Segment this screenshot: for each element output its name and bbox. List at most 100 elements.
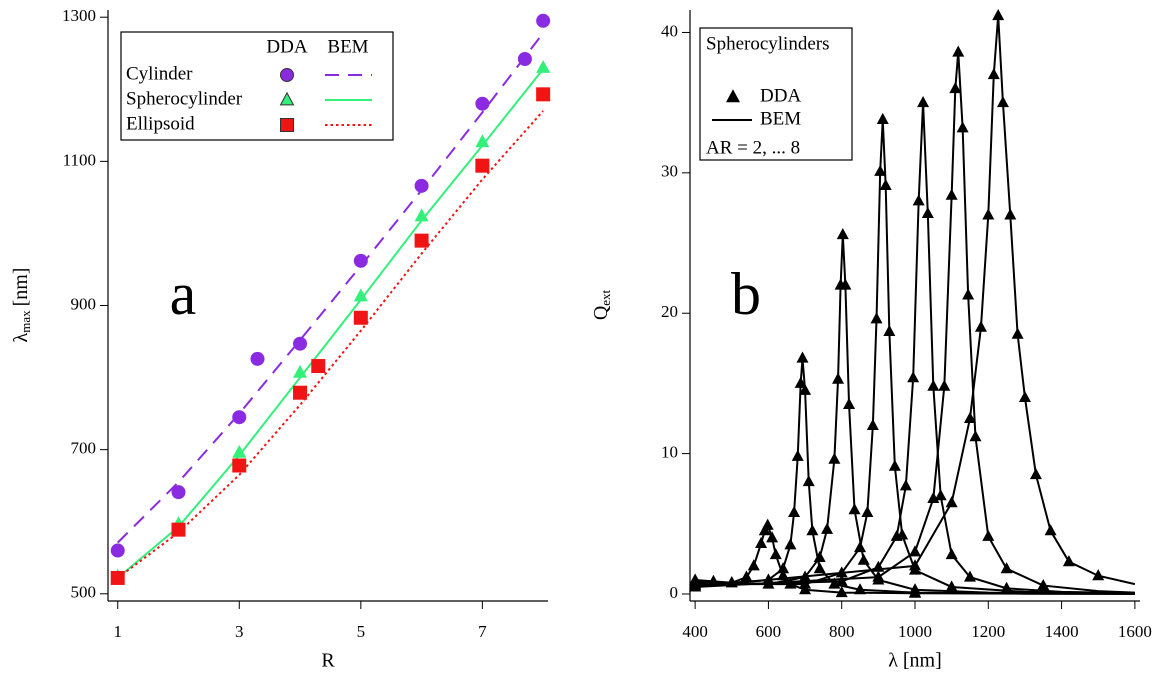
dda-point bbox=[843, 397, 856, 409]
x-axis-label: R bbox=[321, 650, 335, 672]
x-tick-label: 7 bbox=[478, 622, 487, 641]
dda-point bbox=[996, 96, 1009, 108]
bem-line bbox=[695, 52, 1135, 594]
bem-line bbox=[695, 119, 1135, 595]
dda-point bbox=[987, 67, 1000, 80]
y-tick-label: 30 bbox=[661, 162, 678, 181]
dda-point bbox=[963, 411, 976, 424]
x-tick-label: 400 bbox=[682, 622, 708, 641]
dda-point bbox=[414, 178, 429, 193]
dda-point bbox=[982, 529, 995, 541]
dda-point bbox=[536, 13, 551, 28]
dda-point bbox=[777, 562, 790, 574]
dda-point bbox=[293, 336, 308, 351]
dda-point bbox=[883, 324, 896, 336]
dda-point bbox=[969, 430, 982, 442]
dda-point bbox=[353, 253, 368, 268]
dda-point bbox=[874, 164, 887, 176]
dda-point bbox=[1011, 327, 1024, 339]
y-label-unit: [nm] bbox=[10, 268, 32, 307]
dda-point bbox=[689, 580, 702, 592]
panel-label: b bbox=[731, 261, 761, 327]
dda-point bbox=[232, 410, 247, 425]
dda-point bbox=[769, 548, 782, 560]
dda-point bbox=[353, 288, 368, 302]
legend-marker bbox=[726, 89, 740, 103]
dda-point bbox=[848, 503, 861, 515]
dda-point bbox=[835, 574, 848, 586]
bem-line bbox=[117, 32, 544, 544]
dda-point bbox=[952, 45, 965, 57]
dda-point bbox=[839, 278, 852, 290]
y-label-sub: max bbox=[18, 310, 33, 333]
dda-point bbox=[813, 550, 826, 562]
legend-label: Ellipsoid bbox=[126, 113, 195, 134]
y-label-symbol: λ bbox=[10, 332, 32, 342]
y-axis-label: λmax [nm] bbox=[10, 268, 33, 343]
legend-marker bbox=[280, 118, 294, 132]
dda-point bbox=[788, 505, 801, 518]
dda-point bbox=[835, 566, 848, 578]
dda-point bbox=[171, 485, 186, 500]
dda-point bbox=[796, 351, 809, 363]
dda-point bbox=[1000, 581, 1013, 593]
dda-point bbox=[1029, 468, 1042, 480]
dda-point bbox=[945, 548, 958, 560]
dda-point bbox=[536, 59, 551, 73]
dda-point bbox=[992, 9, 1005, 21]
dda-point bbox=[872, 570, 885, 582]
dda-point bbox=[879, 178, 892, 190]
legend-header: DDA bbox=[266, 36, 307, 57]
legend-box bbox=[120, 31, 394, 141]
y-label-sub: ext bbox=[598, 289, 613, 305]
dda-point bbox=[927, 379, 940, 391]
legend-label: Spherocylinder bbox=[126, 88, 243, 109]
dda-point bbox=[536, 87, 551, 102]
dda-point bbox=[821, 522, 834, 534]
dda-point bbox=[912, 194, 925, 206]
dda-point bbox=[232, 444, 247, 458]
dda-point bbox=[353, 310, 368, 325]
dda-point bbox=[945, 580, 958, 592]
dda-point bbox=[909, 545, 921, 557]
x-tick-label: 5 bbox=[357, 622, 366, 641]
y-tick-label: 1300 bbox=[62, 6, 96, 25]
dda-point bbox=[293, 385, 308, 400]
legend-box bbox=[699, 27, 853, 161]
x-tick-label: 1600 bbox=[1118, 622, 1152, 641]
dda-point bbox=[110, 543, 125, 558]
dda-point bbox=[888, 459, 901, 471]
dda-point bbox=[828, 452, 841, 464]
dda-point bbox=[311, 359, 326, 374]
dda-point bbox=[802, 475, 815, 487]
dda-point bbox=[475, 134, 490, 148]
dda-point bbox=[171, 522, 186, 537]
dda-point bbox=[956, 121, 969, 133]
dda-point bbox=[799, 583, 812, 595]
dda-point bbox=[934, 489, 947, 501]
bem-line bbox=[117, 68, 544, 579]
dda-point bbox=[945, 496, 958, 508]
dda-point bbox=[945, 188, 958, 200]
legend-label: DDA bbox=[760, 85, 801, 106]
dda-point bbox=[794, 376, 807, 388]
dda-point bbox=[475, 96, 490, 111]
x-tick-label: 1000 bbox=[898, 622, 932, 641]
dda-point bbox=[813, 562, 826, 574]
dda-point bbox=[909, 559, 921, 571]
y-tick-label: 1100 bbox=[63, 150, 96, 169]
dda-point bbox=[740, 570, 753, 582]
dda-point bbox=[949, 82, 962, 94]
dda-point bbox=[414, 208, 429, 222]
dda-point bbox=[766, 531, 779, 543]
dda-point bbox=[1092, 569, 1105, 581]
dda-point bbox=[870, 312, 883, 324]
bem-line bbox=[117, 110, 544, 579]
dda-point bbox=[861, 505, 874, 518]
dda-point bbox=[791, 449, 804, 461]
dda-point bbox=[828, 577, 841, 589]
y-label-symbol: Q bbox=[590, 305, 612, 320]
dda-point bbox=[890, 529, 903, 541]
dda-point bbox=[917, 96, 930, 108]
